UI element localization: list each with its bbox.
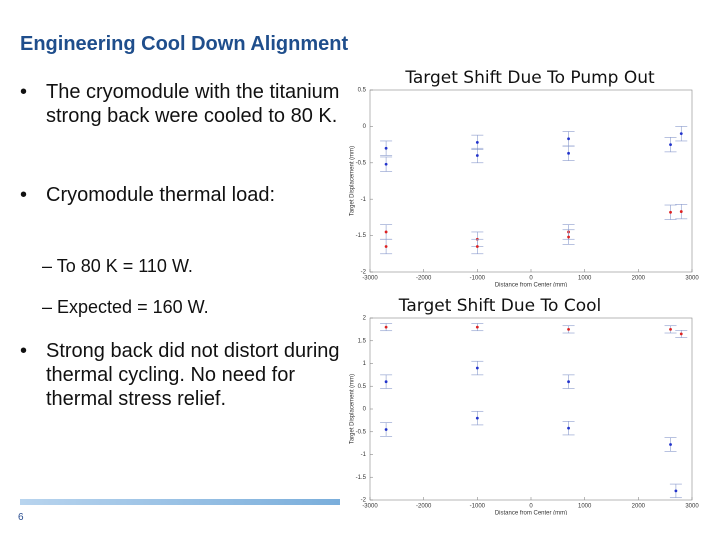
y-tick-label: -1 [361,197,367,203]
point [567,380,570,384]
x-tick-label: -3000 [362,504,378,510]
x-tick-label: 1000 [578,504,592,510]
y-tick-label: 0.5 [358,384,367,390]
chart-title: Target Shift Due To Pump Out [404,68,655,88]
point [475,416,479,420]
x-tick-label: 3000 [685,504,699,510]
point [475,325,479,329]
point [384,146,388,150]
y-tick-label: -1 [361,452,367,458]
point [475,366,479,370]
footer-bar [20,499,340,505]
point [567,137,570,141]
chart: Target Shift Due To Cool -3000 -2000 -1000 0… [350,296,700,515]
bullet: • The cryomodule with the titanium strong… [20,81,340,127]
point [384,230,388,234]
y-tick-label: 0.5 [358,88,367,94]
y-tick-label: -1.5 [356,233,367,239]
point [679,210,683,213]
slide-title: Engineering Cool Down Alignment [20,33,349,55]
point [674,489,678,493]
x-axis-label: Distance from Center (mm) [495,511,567,515]
plot-frame [369,89,693,273]
bullet-text: Strong back did not distort during therm… [46,340,340,410]
point [669,143,672,146]
x-tick-label: 1000 [578,276,592,282]
x-tick-label: -3000 [362,276,378,282]
page-number: 6 [18,512,24,523]
x-tick-label: -2000 [416,504,432,510]
point [475,245,479,248]
x-tick-label: 2000 [632,504,646,510]
y-axis-label: Target Displacement (mm) [350,146,356,216]
point [384,428,388,431]
point [669,210,672,214]
bullet-text: Cryomodule thermal load: [46,184,275,206]
point [567,327,570,331]
x-tick-label: 3000 [685,276,699,282]
point [384,325,388,329]
point [475,154,479,157]
bullet: • Cryomodule thermal load: [20,184,275,206]
y-tick-label: -1.5 [356,475,367,481]
x-tick-label: 2000 [632,276,646,282]
sub-bullet-text: Expected = 160 W. [57,297,209,317]
x-tick-label: 0 [529,504,533,510]
point [567,426,570,430]
x-tick-label: -2000 [416,276,432,282]
point [669,443,672,446]
y-tick-label: -0.5 [356,160,367,166]
y-tick-label: 1.5 [358,338,367,344]
bullet-text: The cryomodule with the titanium strong … [46,81,340,127]
chart: Target Shift Due To Pump Out -3000 -2000 -1… [350,68,700,287]
sub-bullet: – Expected = 160 W. [42,297,209,317]
y-axis-label: Target Displacement (mm) [350,374,356,444]
y-tick-label: -0.5 [356,429,367,435]
y-tick-label: 1 [363,361,367,367]
point [475,141,479,144]
x-axis-label: Distance from Center (mm) [495,283,567,287]
point [679,132,683,136]
point [567,151,570,155]
sub-bullet-text: To 80 K = 110 W. [56,256,193,276]
point [679,332,683,336]
point [567,235,570,239]
bullet: • Strong back did not distort during ther… [20,340,340,410]
y-tick-label: 0 [363,124,367,130]
point [384,245,388,248]
y-tick-label: -2 [361,498,367,504]
chart-title: Target Shift Due To Cool [398,296,601,316]
point [384,162,388,166]
sub-bullet: – To 80 K = 110 W. [42,256,193,276]
plot-frame [369,317,693,501]
x-tick-label: -1000 [470,504,486,510]
y-tick-label: 0 [363,407,367,413]
x-tick-label: -1000 [470,276,486,282]
x-tick-label: 0 [529,276,533,282]
y-tick-label: -2 [361,270,367,276]
point [669,327,672,331]
point [384,380,388,384]
y-tick-label: 2 [363,316,367,322]
